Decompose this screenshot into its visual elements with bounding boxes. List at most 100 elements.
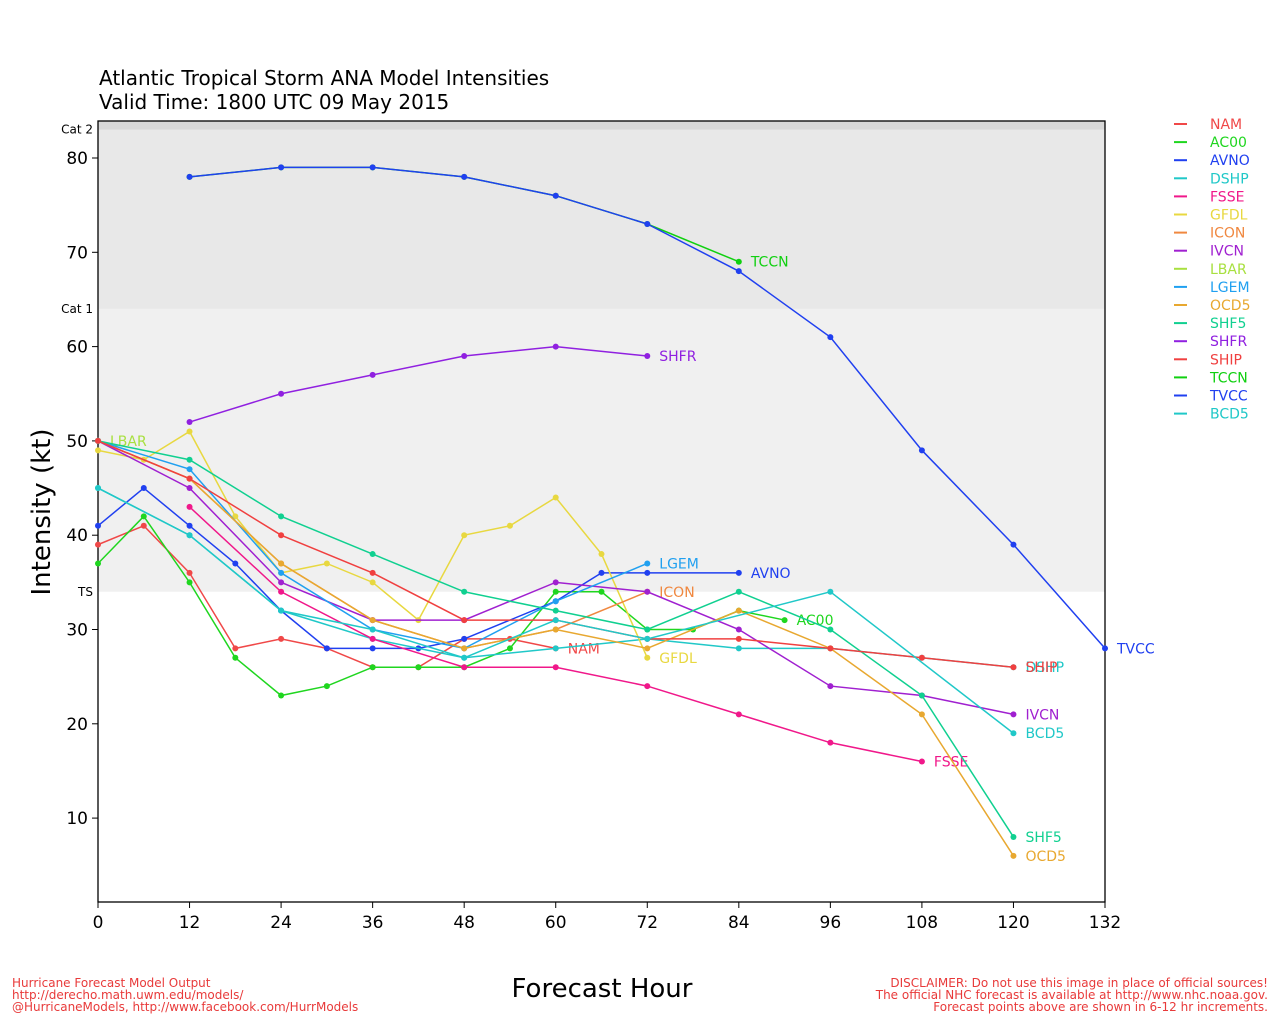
series-end-label: DSHP [1025,660,1064,676]
data-point [140,513,147,520]
data-point [95,541,101,548]
data-point [95,560,101,567]
legend-item: GFDL [1174,208,1248,224]
data-point [369,664,376,671]
legend-label: AC00 [1210,135,1247,151]
data-point [278,579,285,586]
data-point [644,645,651,652]
chart-subtitle: Valid Time: 1800 UTC 09 May 2015 [99,90,449,114]
data-point [369,551,376,558]
legend-label: TVCC [1209,389,1248,405]
legend-label: TCCN [1209,370,1248,386]
category-label: TS [77,585,93,599]
data-point [918,692,925,699]
data-point [506,645,513,652]
data-point [278,692,285,699]
data-point [369,617,376,624]
data-point [461,664,468,671]
data-point [278,390,285,397]
data-point [461,173,468,180]
data-point [598,551,605,558]
data-point [552,598,559,605]
series-end-label: ICON [659,585,694,601]
data-point [918,447,925,454]
legend-label: SHFR [1210,334,1247,350]
data-point [186,503,193,510]
legend-item: IVCN [1174,244,1244,260]
data-point [461,532,468,539]
data-point [369,635,376,642]
legend-label: DSHP [1210,171,1249,187]
x-tick-label: 24 [270,913,292,933]
data-point [278,569,285,576]
data-point [278,532,285,539]
series-end-label: SHIP [1025,660,1057,676]
x-tick-label: 132 [1089,913,1121,933]
data-point [323,645,330,652]
data-point [186,419,193,426]
data-point [552,192,559,199]
series-end-label: AVNO [751,566,791,582]
series-end-label: SHF5 [1025,830,1061,846]
data-point [827,334,834,341]
series-end-label: TCCN [750,255,789,271]
x-tick-label: 36 [362,913,384,933]
x-axis-label: Forecast Hour [512,974,693,1004]
data-point [278,607,285,614]
data-point [644,626,651,633]
data-point [552,343,559,350]
data-point [735,268,742,275]
data-point [552,607,559,614]
series-fsse: FSSE [186,503,968,771]
data-point [232,560,239,567]
data-point [552,579,559,586]
series-end-label: GFDL [659,651,697,667]
y-tick-label: 30 [66,621,88,641]
data-point [186,485,193,492]
x-tick-label: 84 [728,913,750,933]
data-point [232,513,239,520]
data-point [323,560,330,567]
data-point [735,607,742,614]
data-point [186,428,193,435]
y-tick-label: 50 [66,432,88,452]
data-point [186,532,193,539]
series-end-label: OCD5 [1025,849,1065,865]
data-point [644,654,651,661]
data-point [552,494,559,501]
legend-item: LBAR [1174,262,1247,278]
data-point [140,485,147,492]
data-point [232,645,239,652]
data-point [369,579,376,586]
legend-label: ICON [1210,226,1245,242]
data-point [506,522,513,529]
x-tick-label: 72 [636,913,658,933]
data-point [278,164,285,171]
y-tick-label: 10 [66,809,88,829]
data-point [461,617,468,624]
data-point [369,626,376,633]
data-point [827,683,834,690]
data-point [95,447,101,454]
data-point [918,711,925,718]
legend-label: GFDL [1210,208,1248,224]
data-point [1010,730,1017,737]
data-point [827,645,834,652]
legend-item: DSHP [1174,171,1249,187]
data-point [278,560,285,567]
data-point [1010,852,1017,859]
legend-label: LBAR [1210,262,1247,278]
data-point [1010,664,1017,671]
data-point [369,569,376,576]
footer-left-line: http://derecho.math.uwm.edu/models/ [12,988,244,1002]
x-tick-label: 96 [820,913,842,933]
data-point [186,522,193,529]
x-tick-label: 48 [453,913,475,933]
category-label: Cat 2 [61,123,93,137]
series-shfr: SHFR [186,343,697,426]
data-point [461,654,468,661]
data-point [918,758,925,765]
footer-left-line: @HurricaneModels, http://www.facebook.co… [12,1000,358,1014]
series-end-label: BCD5 [1025,726,1064,742]
